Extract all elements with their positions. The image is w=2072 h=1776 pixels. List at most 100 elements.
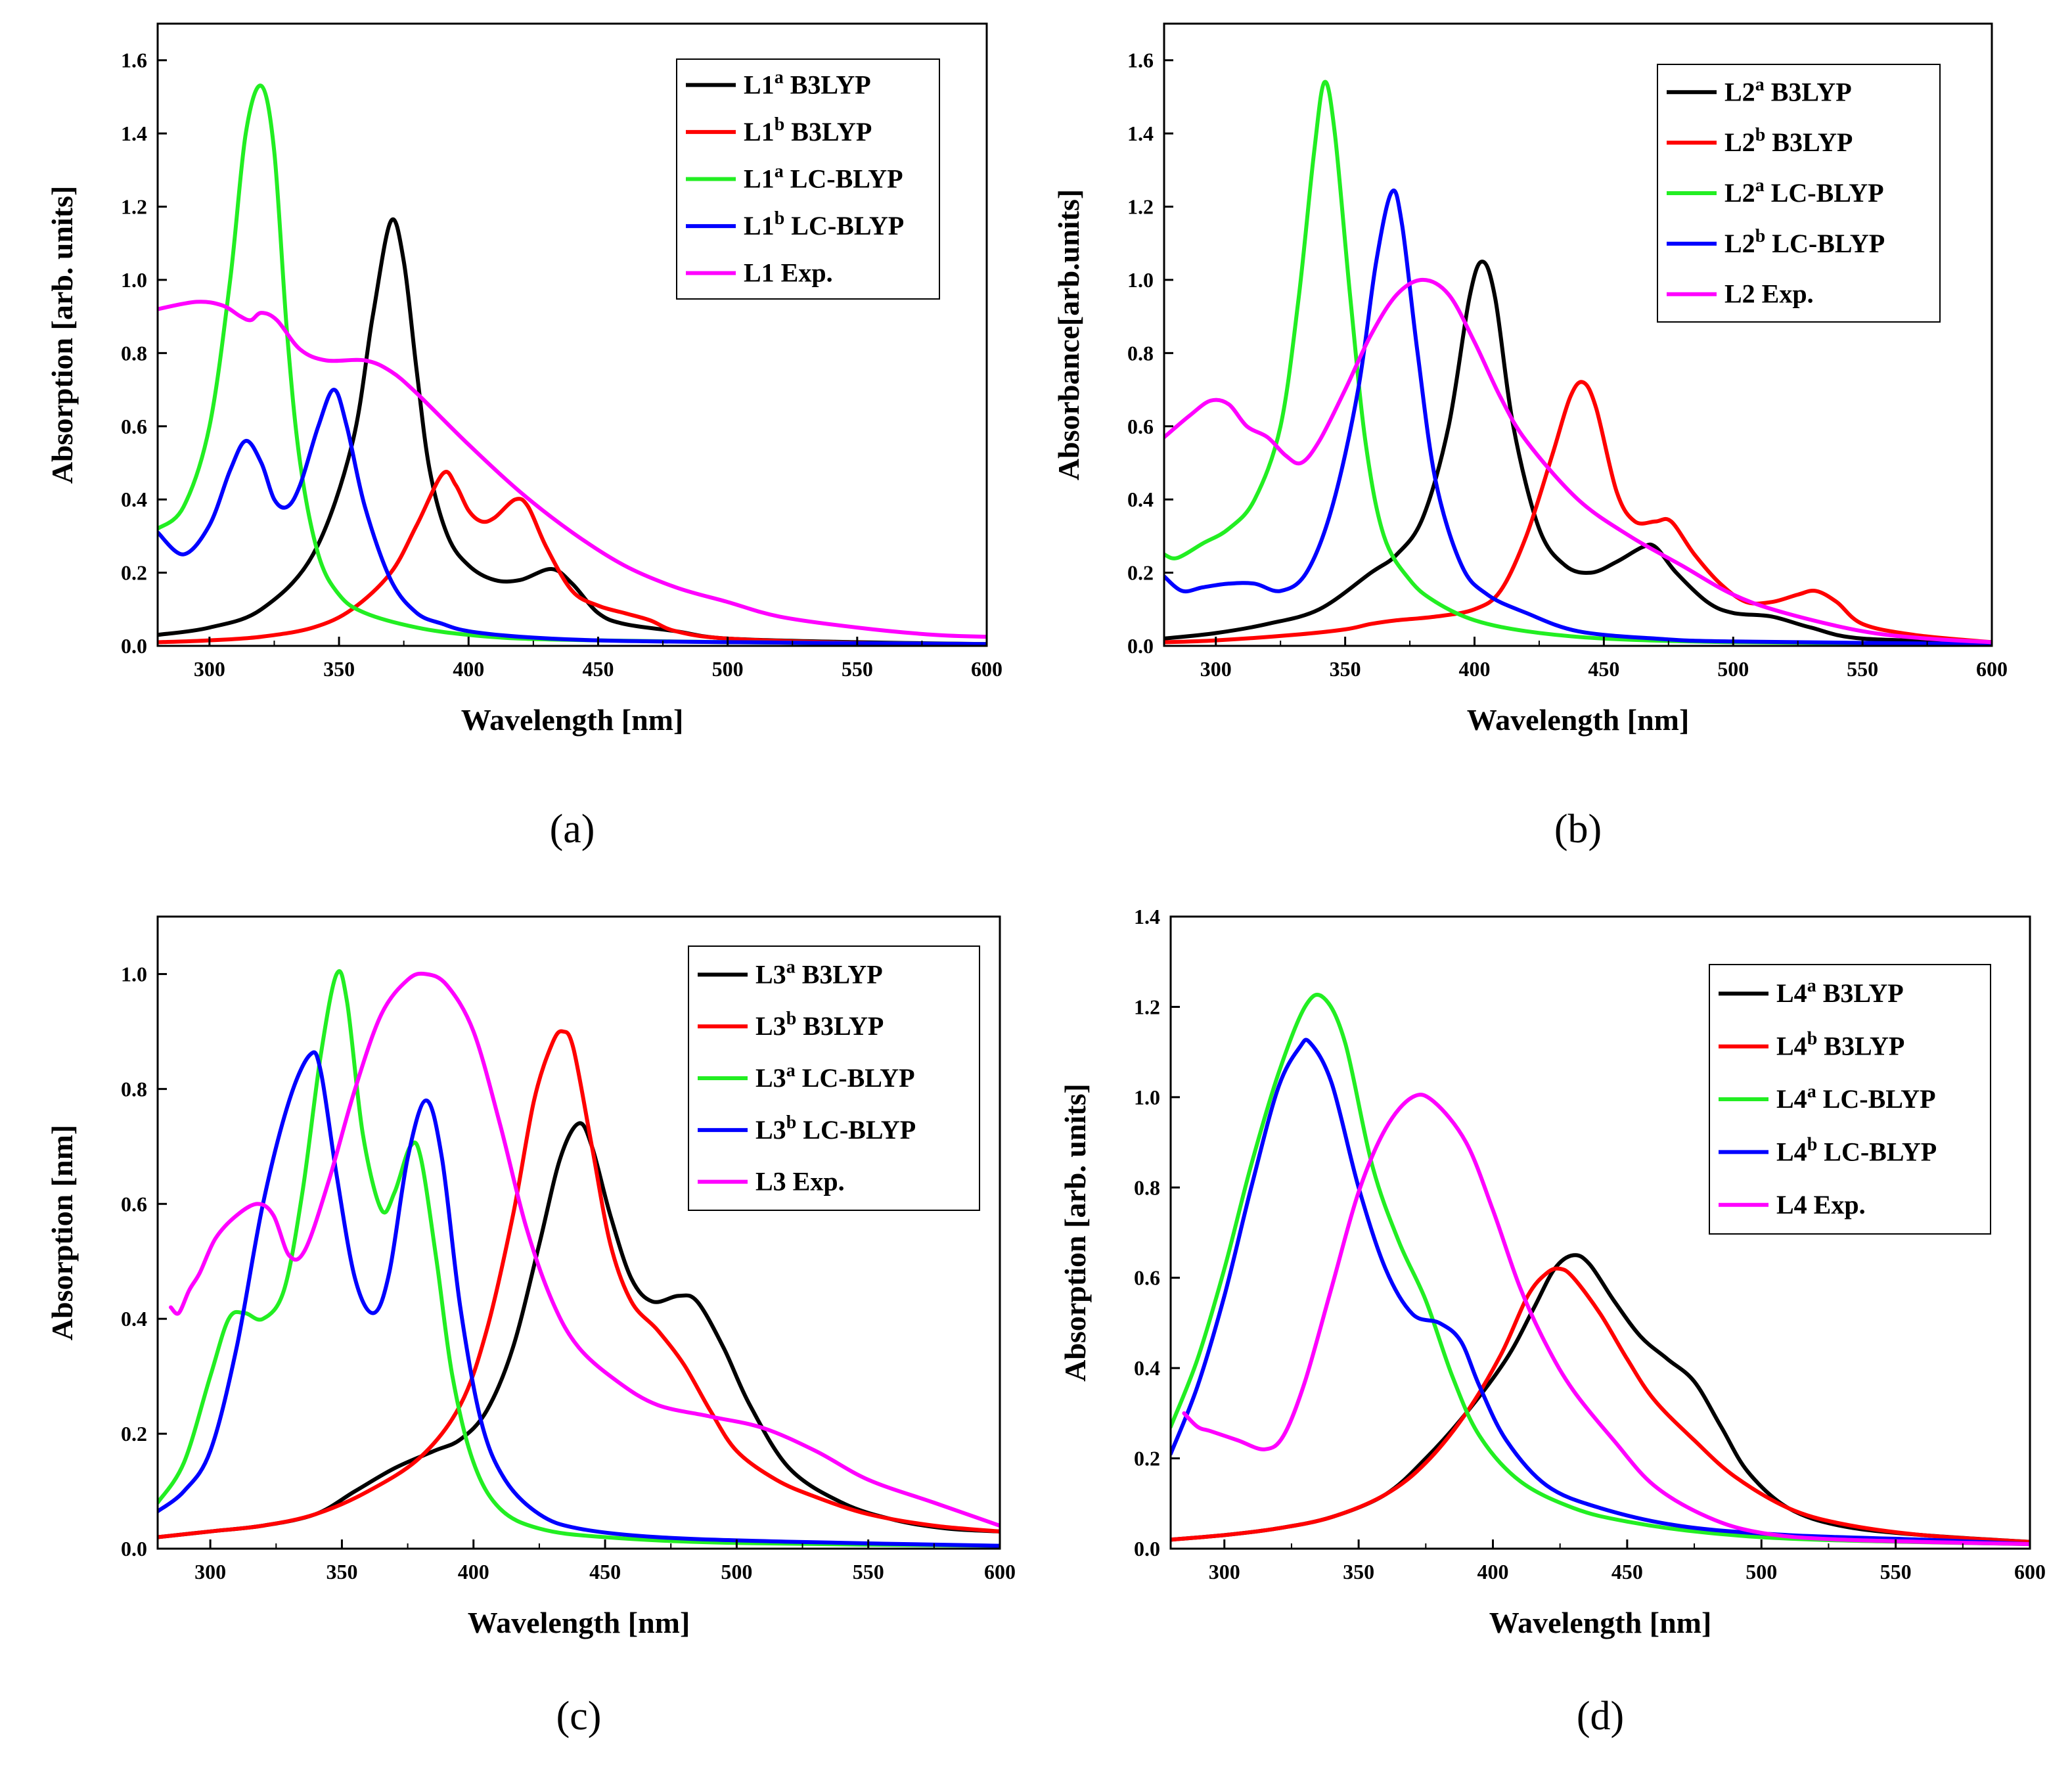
y-tick-label: 0.6 — [121, 415, 147, 438]
y-tick-label: 1.0 — [121, 268, 147, 292]
y-tick-label: 1.6 — [121, 49, 147, 72]
x-axis-title: Wavelength [nm] — [468, 1606, 690, 1639]
legend-entry: L4b B3LYP — [1776, 1029, 1904, 1061]
y-tick-label: 1.2 — [121, 195, 147, 219]
x-tick-label: 350 — [1343, 1560, 1374, 1583]
y-tick-label: 0.6 — [1134, 1266, 1160, 1290]
series-line-4 — [158, 300, 987, 639]
y-axis-title: Absorption [nm] — [45, 1125, 79, 1340]
series-line-2 — [1171, 992, 2030, 1547]
y-tick-label: 0.8 — [121, 341, 147, 365]
legend-entry: L1 Exp. — [744, 258, 833, 288]
x-tick-label: 500 — [1745, 1560, 1777, 1583]
x-tick-label: 550 — [853, 1560, 884, 1583]
y-axis-title: Absorption [arb. units] — [45, 186, 79, 484]
x-tick-label: 450 — [589, 1560, 621, 1583]
legend-entry: L3 Exp. — [755, 1167, 845, 1196]
series-line-4 — [1164, 277, 1992, 645]
x-tick-label: 350 — [326, 1560, 357, 1583]
x-tick-label: 550 — [1880, 1560, 1912, 1583]
legend: L2a B3LYP L2b B3LYP L2a LC-BLYP L2b LC-BLYP… — [1657, 64, 1941, 323]
legend-entry: L3b LC-BLYP — [755, 1112, 916, 1145]
y-tick-label: 0.0 — [1134, 1537, 1160, 1560]
y-tick-label: 0.2 — [1127, 561, 1154, 585]
x-tick-label: 450 — [1611, 1560, 1643, 1583]
series-line-4 — [169, 971, 1000, 1528]
y-axis-title: Absorption [arb. units] — [1058, 1083, 1092, 1382]
x-tick-label: 400 — [1477, 1560, 1509, 1583]
legend-entry: L1b B3LYP — [744, 114, 872, 147]
x-tick-label: 550 — [1847, 657, 1878, 681]
series-line-3 — [1164, 189, 1992, 646]
legend-entry: L2b LC-BLYP — [1724, 226, 1885, 258]
legend-entry: L2 Exp. — [1724, 279, 1814, 309]
legend: L4a B3LYP L4b B3LYP L4a LC-BLYP L4b LC-BLYP… — [1709, 964, 1991, 1235]
plot-area — [158, 968, 1000, 1548]
plot-frame — [156, 22, 988, 647]
x-tick-label: 500 — [712, 657, 744, 681]
series-line-4 — [1182, 1093, 2030, 1547]
y-tick-label: 0.6 — [1127, 415, 1154, 438]
y-tick-label: 1.4 — [121, 122, 147, 145]
x-tick-label: 600 — [984, 1560, 1016, 1583]
series-line-1 — [1171, 1266, 2030, 1544]
y-tick-label: 1.4 — [1127, 122, 1154, 145]
x-tick-label: 300 — [1200, 657, 1232, 681]
series-line-1 — [158, 1029, 1000, 1539]
legend: L1a B3LYP L1b B3LYP L1a LC-BLYP L1b LC-BLYP… — [676, 58, 940, 300]
series-line-1 — [158, 470, 987, 646]
series-line-0 — [1164, 260, 1992, 645]
x-tick-label: 350 — [323, 657, 355, 681]
legend-entry: L1a LC-BLYP — [744, 162, 903, 194]
legend-entry: L1a B3LYP — [744, 67, 871, 99]
x-tick-label: 600 — [1976, 657, 2008, 681]
series-line-3 — [1171, 1037, 2030, 1547]
series-line-2 — [1164, 80, 1992, 646]
plot-area — [1164, 80, 1992, 646]
legend-entry: L3a LC-BLYP — [755, 1060, 915, 1093]
series-line-3 — [158, 1050, 1000, 1548]
x-tick-label: 600 — [971, 657, 1002, 681]
x-tick-label: 550 — [842, 657, 873, 681]
legend: L3a B3LYP L3b B3LYP L3a LC-BLYP L3b LC-BLYP… — [688, 945, 980, 1211]
chart-panel-2: 300 350 400 450 500 550 600 0.0 0.2 0.4 0.6 0.8 1.0 W… — [45, 915, 1016, 1739]
x-tick-label: 400 — [1459, 657, 1491, 681]
x-tick-label: 450 — [1588, 657, 1619, 681]
series-line-2 — [158, 968, 1000, 1548]
y-tick-label: 0.8 — [1127, 341, 1154, 365]
y-tick-label: 1.6 — [1127, 49, 1154, 72]
plot-area — [1171, 992, 2030, 1547]
x-tick-label: 300 — [1209, 1560, 1240, 1583]
x-tick-label: 450 — [582, 657, 614, 681]
legend-entry: L3b B3LYP — [755, 1009, 884, 1041]
x-axis-title: Wavelength [nm] — [1489, 1606, 1712, 1639]
x-tick-label: 500 — [1717, 657, 1749, 681]
series-line-1 — [1164, 380, 1992, 645]
y-tick-label: 0.8 — [1134, 1175, 1160, 1199]
panel-caption: (c) — [556, 1694, 602, 1739]
plot-frame — [1163, 22, 1993, 647]
legend-entry: L4a LC-BLYP — [1776, 1082, 1936, 1114]
x-tick-label: 400 — [453, 657, 484, 681]
y-tick-label: 0.2 — [1134, 1447, 1160, 1470]
legend-entry: L2a B3LYP — [1724, 74, 1852, 106]
legend-entry: L4b LC-BLYP — [1776, 1134, 1937, 1166]
legend-entry: L1b LC-BLYP — [744, 208, 904, 240]
y-tick-label: 0.4 — [1127, 488, 1154, 511]
x-tick-label: 300 — [194, 657, 225, 681]
x-tick-label: 400 — [458, 1560, 489, 1583]
chart-panel-0: 300 350 400 450 500 550 600 0.0 0.2 0.4 0.6 0.8 1.0 1… — [45, 22, 1002, 852]
series-line-3 — [158, 388, 987, 646]
y-tick-label: 1.0 — [1134, 1085, 1160, 1109]
panel-caption: (a) — [550, 807, 595, 852]
y-tick-label: 0.6 — [121, 1192, 147, 1216]
legend-entry: L4 Exp. — [1776, 1190, 1866, 1219]
plot-frame — [1169, 915, 2031, 1550]
y-tick-label: 1.0 — [1127, 268, 1154, 292]
plot-frame — [156, 915, 1001, 1550]
y-tick-label: 0.2 — [121, 1422, 147, 1446]
y-tick-label: 0.8 — [121, 1077, 147, 1101]
panel-caption: (d) — [1577, 1694, 1624, 1739]
y-tick-label: 0.0 — [121, 634, 147, 658]
